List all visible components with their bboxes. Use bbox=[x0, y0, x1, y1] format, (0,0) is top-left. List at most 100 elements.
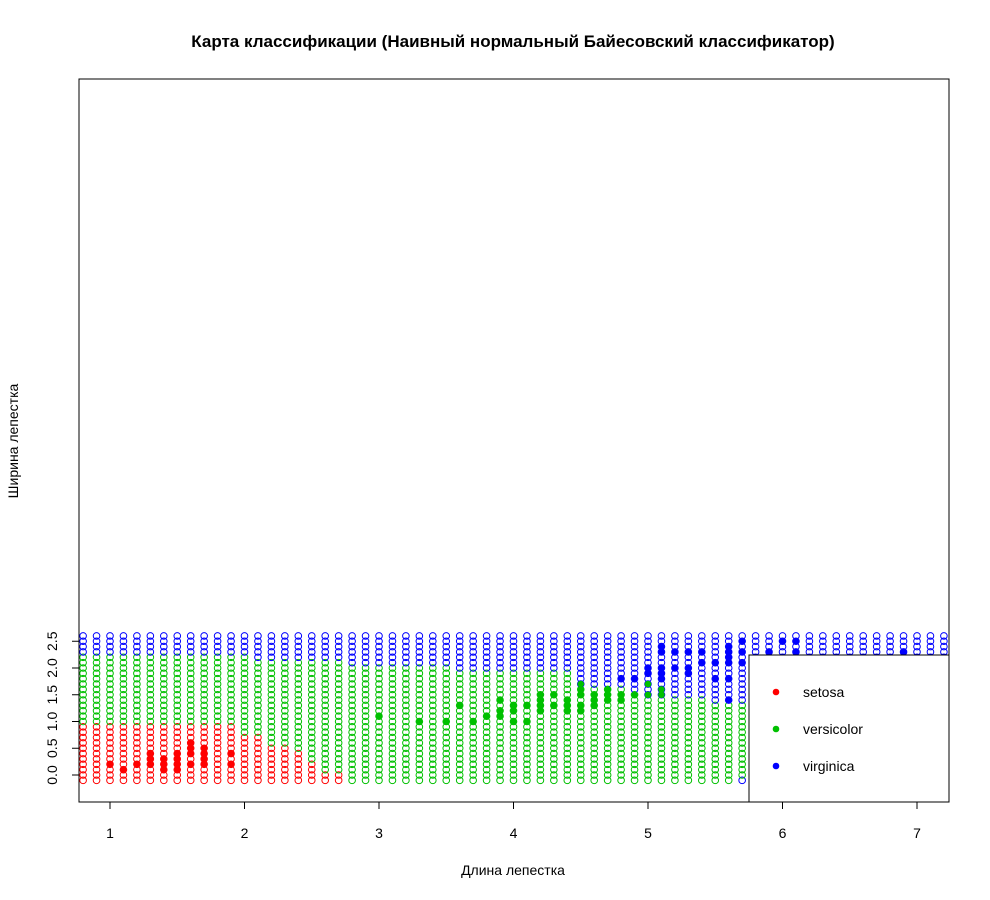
grid-cell-versicolor bbox=[603, 744, 612, 753]
grid-cell-versicolor bbox=[227, 658, 235, 667]
grid-cell-versicolor bbox=[429, 771, 437, 779]
grid-cell-versicolor bbox=[657, 755, 666, 763]
grid-cell-versicolor bbox=[146, 674, 155, 683]
grid-cell-versicolor bbox=[455, 680, 464, 688]
grid-cell-virginica bbox=[523, 653, 531, 662]
grid-cell-versicolor bbox=[348, 744, 356, 753]
grid-cell-versicolor bbox=[348, 749, 356, 758]
grid-cell-versicolor bbox=[119, 680, 128, 688]
grid-cell-versicolor bbox=[240, 707, 249, 715]
grid-cell-setosa bbox=[133, 739, 141, 747]
grid-cell-virginica bbox=[186, 642, 195, 651]
data-point-setosa bbox=[160, 755, 168, 763]
grid-cell-versicolor bbox=[509, 690, 518, 699]
grid-cell-versicolor bbox=[442, 696, 451, 704]
grid-cell-virginica bbox=[106, 632, 114, 640]
grid-cell-versicolor bbox=[361, 765, 370, 774]
grid-cell-versicolor bbox=[173, 664, 182, 672]
grid-cell-virginica bbox=[603, 664, 612, 672]
data-point-versicolor bbox=[658, 686, 665, 693]
grid-cell-versicolor bbox=[361, 707, 370, 715]
grid-cell-virginica bbox=[536, 648, 545, 656]
grid-cell-versicolor bbox=[657, 739, 666, 747]
grid-cell-versicolor bbox=[133, 658, 141, 667]
grid-cell-versicolor bbox=[644, 717, 652, 726]
grid-cell-versicolor bbox=[617, 755, 625, 763]
grid-cell-virginica bbox=[630, 632, 639, 640]
grid-cell-versicolor bbox=[321, 674, 330, 683]
grid-cell-versicolor bbox=[321, 744, 330, 753]
grid-cell-virginica bbox=[482, 632, 491, 640]
grid-cell-versicolor bbox=[375, 765, 383, 774]
grid-cell-versicolor bbox=[617, 707, 625, 715]
grid-cell-versicolor bbox=[455, 755, 464, 763]
grid-cell-virginica bbox=[482, 648, 491, 656]
data-point-setosa bbox=[120, 766, 127, 773]
grid-cell-virginica bbox=[576, 664, 585, 672]
grid-cell-virginica bbox=[254, 637, 262, 646]
grid-cell-virginica bbox=[845, 637, 854, 646]
grid-cell-versicolor bbox=[213, 707, 222, 715]
grid-cell-versicolor bbox=[294, 701, 303, 710]
grid-cell-versicolor bbox=[724, 755, 733, 763]
grid-cell-versicolor bbox=[415, 690, 424, 699]
grid-cell-versicolor bbox=[388, 765, 397, 774]
grid-cell-virginica bbox=[267, 632, 276, 640]
data-point-versicolor bbox=[564, 696, 571, 704]
grid-cell-versicolor bbox=[415, 664, 424, 672]
grid-cell-versicolor bbox=[375, 690, 383, 699]
grid-cell-versicolor bbox=[119, 658, 128, 667]
grid-cell-versicolor bbox=[576, 717, 585, 726]
grid-cell-virginica bbox=[429, 632, 437, 640]
grid-cell-virginica bbox=[550, 632, 558, 640]
grid-cell-versicolor bbox=[563, 723, 572, 731]
grid-cell-versicolor bbox=[738, 760, 746, 769]
grid-cell-setosa bbox=[240, 771, 249, 779]
grid-cell-virginica bbox=[617, 664, 625, 672]
grid-cell-versicolor bbox=[429, 696, 437, 704]
grid-cell-versicolor bbox=[213, 701, 222, 710]
grid-cell-setosa bbox=[267, 744, 276, 753]
grid-cell-versicolor bbox=[698, 749, 706, 758]
grid-cell-versicolor bbox=[92, 712, 101, 720]
grid-cell-virginica bbox=[442, 637, 451, 646]
grid-cell-versicolor bbox=[294, 739, 303, 747]
grid-cell-virginica bbox=[442, 632, 451, 640]
grid-cell-versicolor bbox=[523, 680, 531, 688]
grid-cell-versicolor bbox=[227, 669, 235, 678]
grid-cell-versicolor bbox=[334, 739, 343, 747]
grid-cell-versicolor bbox=[92, 674, 101, 683]
grid-cell-versicolor bbox=[455, 744, 464, 753]
grid-cell-virginica bbox=[536, 658, 545, 667]
grid-cell-versicolor bbox=[496, 760, 504, 769]
grid-cell-versicolor bbox=[550, 733, 558, 742]
grid-cell-versicolor bbox=[388, 690, 397, 699]
grid-cell-versicolor bbox=[563, 744, 572, 753]
grid-cell-versicolor bbox=[281, 717, 289, 726]
grid-cell-versicolor bbox=[240, 717, 249, 726]
data-point-virginica bbox=[765, 648, 773, 656]
grid-cell-versicolor bbox=[644, 712, 652, 720]
grid-cell-versicolor bbox=[671, 765, 679, 774]
grid-cell-versicolor bbox=[536, 723, 545, 731]
grid-cell-versicolor bbox=[550, 755, 558, 763]
grid-cell-versicolor bbox=[429, 728, 437, 737]
grid-cell-versicolor bbox=[227, 717, 235, 726]
grid-cell-versicolor bbox=[603, 728, 612, 737]
grid-cell-virginica bbox=[563, 658, 572, 667]
grid-cell-setosa bbox=[213, 765, 222, 774]
grid-cell-virginica bbox=[684, 680, 693, 688]
grid-cell-versicolor bbox=[509, 760, 518, 769]
grid-cell-setosa bbox=[92, 723, 101, 731]
grid-cell-versicolor bbox=[603, 771, 612, 779]
grid-cell-versicolor bbox=[321, 701, 330, 710]
grid-cell-virginica bbox=[644, 632, 652, 640]
grid-cell-virginica bbox=[294, 642, 303, 651]
grid-cell-versicolor bbox=[186, 669, 195, 678]
data-point-virginica bbox=[792, 648, 800, 656]
grid-cell-versicolor bbox=[294, 690, 303, 699]
grid-cell-versicolor bbox=[334, 674, 343, 683]
grid-cell-versicolor bbox=[375, 664, 383, 672]
grid-cell-versicolor bbox=[724, 765, 733, 774]
grid-cell-virginica bbox=[402, 642, 410, 651]
